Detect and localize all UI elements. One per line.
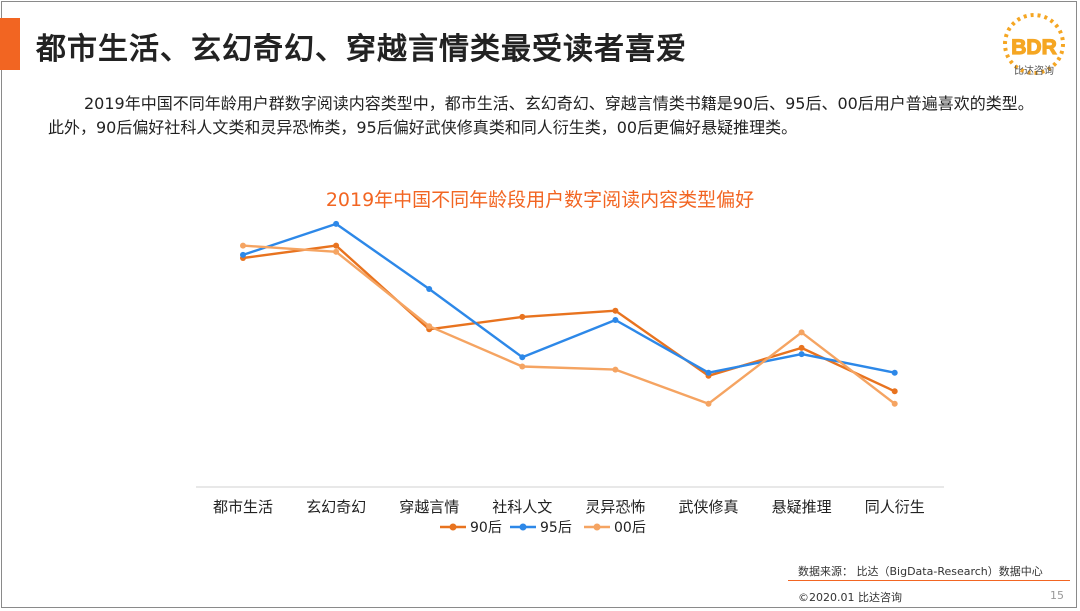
- data-point: [240, 242, 246, 249]
- data-point: [612, 307, 619, 314]
- data-point: [798, 329, 805, 336]
- data-point: [705, 400, 712, 407]
- data-point: [333, 248, 340, 255]
- legend-label-1: 95后: [540, 520, 572, 536]
- x-tick-label: 社科人文: [492, 498, 552, 516]
- legend-label-2: 00后: [614, 520, 646, 536]
- data-point: [240, 251, 246, 258]
- data-point: [426, 286, 433, 292]
- x-tick-label: 灵异恐怖: [585, 498, 645, 516]
- legend-marker-2: [593, 523, 601, 531]
- data-point: [798, 351, 805, 358]
- logo-dotted-ring: [1003, 13, 1065, 75]
- data-point: [519, 363, 526, 370]
- x-tick-label: 穿越言情: [399, 498, 459, 516]
- chart-title: 2019年中国不同年龄段用户数字阅读内容类型偏好: [326, 189, 754, 211]
- page-number: 15: [1050, 589, 1064, 602]
- data-point: [426, 323, 433, 330]
- data-source: 数据来源： 比达（BigData-Research）数据中心: [798, 565, 1043, 578]
- data-point: [612, 366, 619, 373]
- bdr-logo: BDR 比达咨询: [1003, 13, 1065, 77]
- legend-marker-0: [449, 523, 457, 531]
- data-point: [891, 388, 898, 395]
- intro-paragraph: 2019年中国不同年龄用户群数字阅读内容类型中，都市生活、玄幻奇幻、穿越言情类书…: [48, 94, 1034, 137]
- series-line-1: [242, 222, 895, 374]
- data-point: [333, 220, 340, 227]
- logo-subtitle: 比达咨询: [1014, 64, 1054, 77]
- logo-text: BDR: [1011, 36, 1057, 59]
- series-line-2: [242, 244, 896, 405]
- legend-marker-1: [519, 523, 527, 531]
- title-accent-bar: [0, 18, 20, 70]
- copyright: ©2020.01 比达咨询: [798, 591, 902, 604]
- data-point: [519, 313, 526, 320]
- x-tick-label: 玄幻奇幻: [306, 498, 366, 516]
- data-point: [519, 354, 526, 361]
- data-point: [705, 369, 712, 376]
- data-point: [891, 369, 898, 376]
- x-tick-label: 同人衍生: [865, 498, 925, 516]
- data-point: [891, 400, 898, 407]
- data-point: [333, 242, 340, 249]
- data-point: [612, 317, 619, 323]
- footer-divider: [788, 580, 1070, 581]
- data-point: [798, 344, 805, 351]
- page-title: 都市生活、玄幻奇幻、穿越言情类最受读者喜爱: [36, 32, 687, 67]
- x-tick-label: 武侠修真: [678, 498, 738, 516]
- x-tick-label: 都市生活: [213, 498, 273, 516]
- x-tick-label: 悬疑推理: [772, 498, 832, 516]
- series-line-0: [242, 244, 896, 393]
- legend-label-0: 90后: [470, 520, 502, 536]
